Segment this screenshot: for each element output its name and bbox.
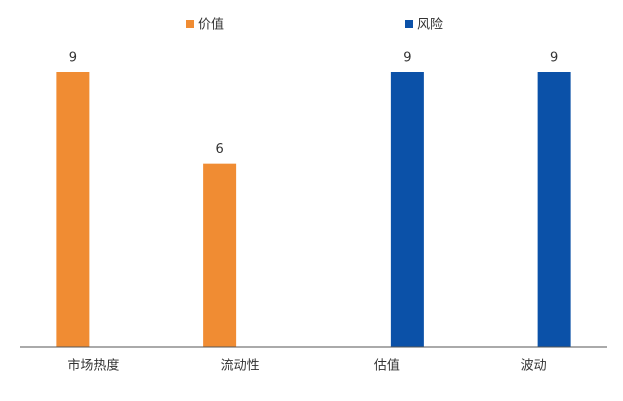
- bar: [203, 163, 237, 347]
- legend-label: 价值: [198, 17, 224, 33]
- bar: [390, 72, 424, 347]
- x-tick-label: 市场热度: [67, 358, 119, 374]
- x-tick-label: 波动: [521, 359, 547, 374]
- legend-swatch: [405, 20, 413, 28]
- value-label: 6: [215, 142, 223, 157]
- value-label: 9: [403, 51, 411, 66]
- legend-label: 风险: [417, 18, 443, 33]
- bar: [56, 72, 90, 347]
- legend-swatch: [186, 20, 194, 28]
- x-tick-label: 流动性: [221, 359, 260, 374]
- value-label: 9: [550, 51, 558, 66]
- value-label: 9: [69, 51, 77, 66]
- x-tick-label: 估值: [374, 358, 400, 374]
- bar: [537, 72, 571, 347]
